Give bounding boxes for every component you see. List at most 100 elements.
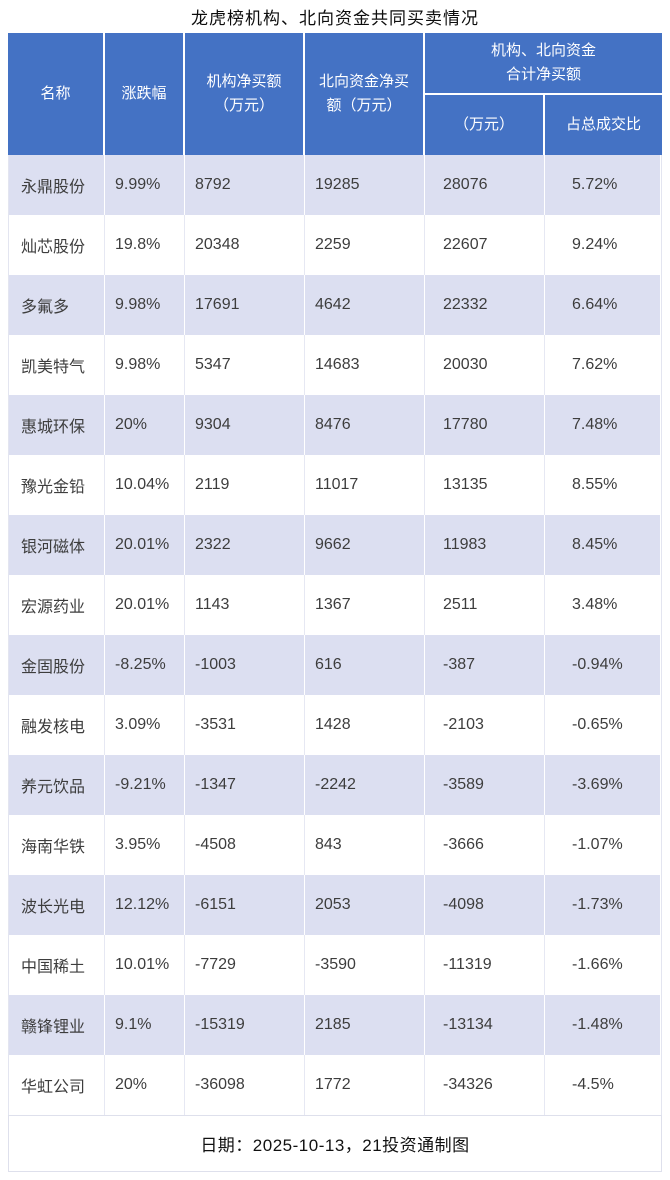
cell-combined-amount: -387 xyxy=(425,635,545,695)
page-title: 龙虎榜机构、北向资金共同买卖情况 xyxy=(191,9,479,28)
cell-stock-name: 宏源药业 xyxy=(9,575,105,635)
table-row: 赣锋锂业 9.1% -15319 2185 -13134 -1.48% xyxy=(9,995,661,1055)
cell-change-percent: 9.1% xyxy=(105,995,185,1055)
cell-change-percent: 9.98% xyxy=(105,275,185,335)
cell-stock-name: 灿芯股份 xyxy=(9,215,105,275)
cell-inst-net-buy: 20348 xyxy=(185,215,305,275)
header-combined-amount: （万元） xyxy=(425,95,543,155)
cell-north-net-buy: 11017 xyxy=(305,455,425,515)
cell-combined-pct: -3.69% xyxy=(545,755,661,815)
cell-change-percent: 19.8% xyxy=(105,215,185,275)
cell-stock-name: 海南华铁 xyxy=(9,815,105,875)
cell-north-net-buy: 1428 xyxy=(305,695,425,755)
cell-change-percent: 20% xyxy=(105,1055,185,1115)
cell-inst-net-buy: -7729 xyxy=(185,935,305,995)
table-body: 永鼎股份 9.99% 8792 19285 28076 5.72% 灿芯股份 1… xyxy=(8,155,662,1115)
table-header: 名称 涨跌幅 机构净买额 （万元） 北向资金净买 额（万元） 机构、北向资金 合… xyxy=(8,33,662,155)
table-row: 凯美特气 9.98% 5347 14683 20030 7.62% xyxy=(9,335,661,395)
cell-stock-name: 融发核电 xyxy=(9,695,105,755)
cell-combined-pct: 7.62% xyxy=(572,356,618,373)
cell-inst-net-buy: -15319 xyxy=(185,995,305,1055)
cell-combined-amount: 11983 xyxy=(425,515,545,575)
cell-change-percent: 20% xyxy=(105,395,185,455)
cell-inst-net-buy: 8792 xyxy=(185,155,305,215)
footer-caption: 日期：2025-10-13，21投资通制图 xyxy=(200,1136,470,1155)
cell-stock-name: 养元饮品 xyxy=(9,755,105,815)
cell-change-percent: 10.04% xyxy=(105,455,185,515)
cell-inst-net-buy: -3531 xyxy=(185,695,305,755)
cell-north-net-buy: 2259 xyxy=(305,215,425,275)
cell-inst-net-buy: -4508 xyxy=(185,815,305,875)
cell-change-percent: 9.98% xyxy=(105,335,185,395)
cell-change-percent: 12.12% xyxy=(105,875,185,935)
table-row: 融发核电 3.09% -3531 1428 -2103 -0.65% xyxy=(9,695,661,755)
table-row: 养元饮品 -9.21% -1347 -2242 -3589 -3.69% xyxy=(9,755,661,815)
table-row: 永鼎股份 9.99% 8792 19285 28076 5.72% xyxy=(9,155,661,215)
cell-north-net-buy: -3590 xyxy=(305,935,425,995)
cell-change-percent: -9.21% xyxy=(105,755,185,815)
cell-change-percent: 3.95% xyxy=(105,815,185,875)
cell-combined-amount: -13134 xyxy=(425,995,545,1055)
cell-stock-name: 赣锋锂业 xyxy=(9,995,105,1055)
cell-combined-amount: 28076 xyxy=(425,155,545,215)
cell-inst-net-buy: -6151 xyxy=(185,875,305,935)
header-change: 涨跌幅 xyxy=(105,33,183,155)
cell-combined-pct: -1.07% xyxy=(572,836,623,853)
header-north-net-buy: 北向资金净买 额（万元） xyxy=(305,33,423,155)
table-row: 华虹公司 20% -36098 1772 -34326 -4.5% xyxy=(9,1055,661,1115)
cell-inst-net-buy: 17691 xyxy=(185,275,305,335)
header-inst-net-buy: 机构净买额 （万元） xyxy=(185,33,303,155)
data-table: 名称 涨跌幅 机构净买额 （万元） 北向资金净买 额（万元） 机构、北向资金 合… xyxy=(8,33,662,1115)
cell-combined-pct: 9.24% xyxy=(572,236,618,253)
cell-north-net-buy: -2242 xyxy=(305,755,425,815)
cell-north-net-buy: 616 xyxy=(305,635,425,695)
cell-combined-amount: -2103 xyxy=(425,695,545,755)
cell-inst-net-buy: 5347 xyxy=(185,335,305,395)
cell-inst-net-buy: 9304 xyxy=(185,395,305,455)
cell-stock-name: 华虹公司 xyxy=(9,1055,105,1115)
table-row: 金固股份 -8.25% -1003 616 -387 -0.94% xyxy=(9,635,661,695)
cell-north-net-buy: 9662 xyxy=(305,515,425,575)
cell-change-percent: -8.25% xyxy=(105,635,185,695)
table-row: 海南华铁 3.95% -4508 843 -3666 -1.07% xyxy=(9,815,661,875)
cell-combined-amount: 22332 xyxy=(425,275,545,335)
table-row: 银河磁体 20.01% 2322 9662 11983 8.45% xyxy=(9,515,661,575)
cell-change-percent: 9.99% xyxy=(105,155,185,215)
cell-stock-name: 波长光电 xyxy=(9,875,105,935)
table-row: 灿芯股份 19.8% 20348 2259 22607 9.24% xyxy=(9,215,661,275)
cell-stock-name: 永鼎股份 xyxy=(9,155,105,215)
cell-stock-name: 凯美特气 xyxy=(9,335,105,395)
cell-change-percent: 10.01% xyxy=(105,935,185,995)
cell-combined-pct: 8.55% xyxy=(572,476,618,493)
cell-north-net-buy: 4642 xyxy=(305,275,425,335)
cell-inst-net-buy: 2322 xyxy=(185,515,305,575)
cell-combined-amount: 2511 xyxy=(425,575,545,635)
cell-combined-amount: -34326 xyxy=(425,1055,545,1115)
cell-north-net-buy: 8476 xyxy=(305,395,425,455)
cell-stock-name: 豫光金铅 xyxy=(9,455,105,515)
cell-change-percent: 3.09% xyxy=(105,695,185,755)
cell-inst-net-buy: 1143 xyxy=(185,575,305,635)
cell-combined-pct: 8.45% xyxy=(545,515,661,575)
cell-north-net-buy: 19285 xyxy=(305,155,425,215)
cell-stock-name: 金固股份 xyxy=(9,635,105,695)
cell-combined-pct: -1.48% xyxy=(545,995,661,1055)
cell-combined-pct: 6.64% xyxy=(545,275,661,335)
table-row: 中国稀土 10.01% -7729 -3590 -11319 -1.66% xyxy=(9,935,661,995)
cell-combined-amount: 22607 xyxy=(425,215,545,275)
cell-combined-amount: -3589 xyxy=(425,755,545,815)
cell-inst-net-buy: -1347 xyxy=(185,755,305,815)
cell-north-net-buy: 14683 xyxy=(305,335,425,395)
cell-combined-pct: -0.94% xyxy=(545,635,661,695)
header-combined-group: 机构、北向资金 合计净买额 xyxy=(425,33,662,93)
cell-combined-amount: 17780 xyxy=(425,395,545,455)
header-combined-pct: 占总成交比 xyxy=(545,95,662,155)
cell-stock-name: 中国稀土 xyxy=(9,935,105,995)
cell-combined-pct: 3.48% xyxy=(572,596,618,613)
cell-inst-net-buy: -36098 xyxy=(185,1055,305,1115)
table-row: 多氟多 9.98% 17691 4642 22332 6.64% xyxy=(9,275,661,335)
cell-combined-pct: -4.5% xyxy=(572,1076,614,1093)
cell-combined-pct: -1.73% xyxy=(545,875,661,935)
cell-north-net-buy: 1772 xyxy=(305,1055,425,1115)
cell-combined-pct: -0.65% xyxy=(572,716,623,733)
